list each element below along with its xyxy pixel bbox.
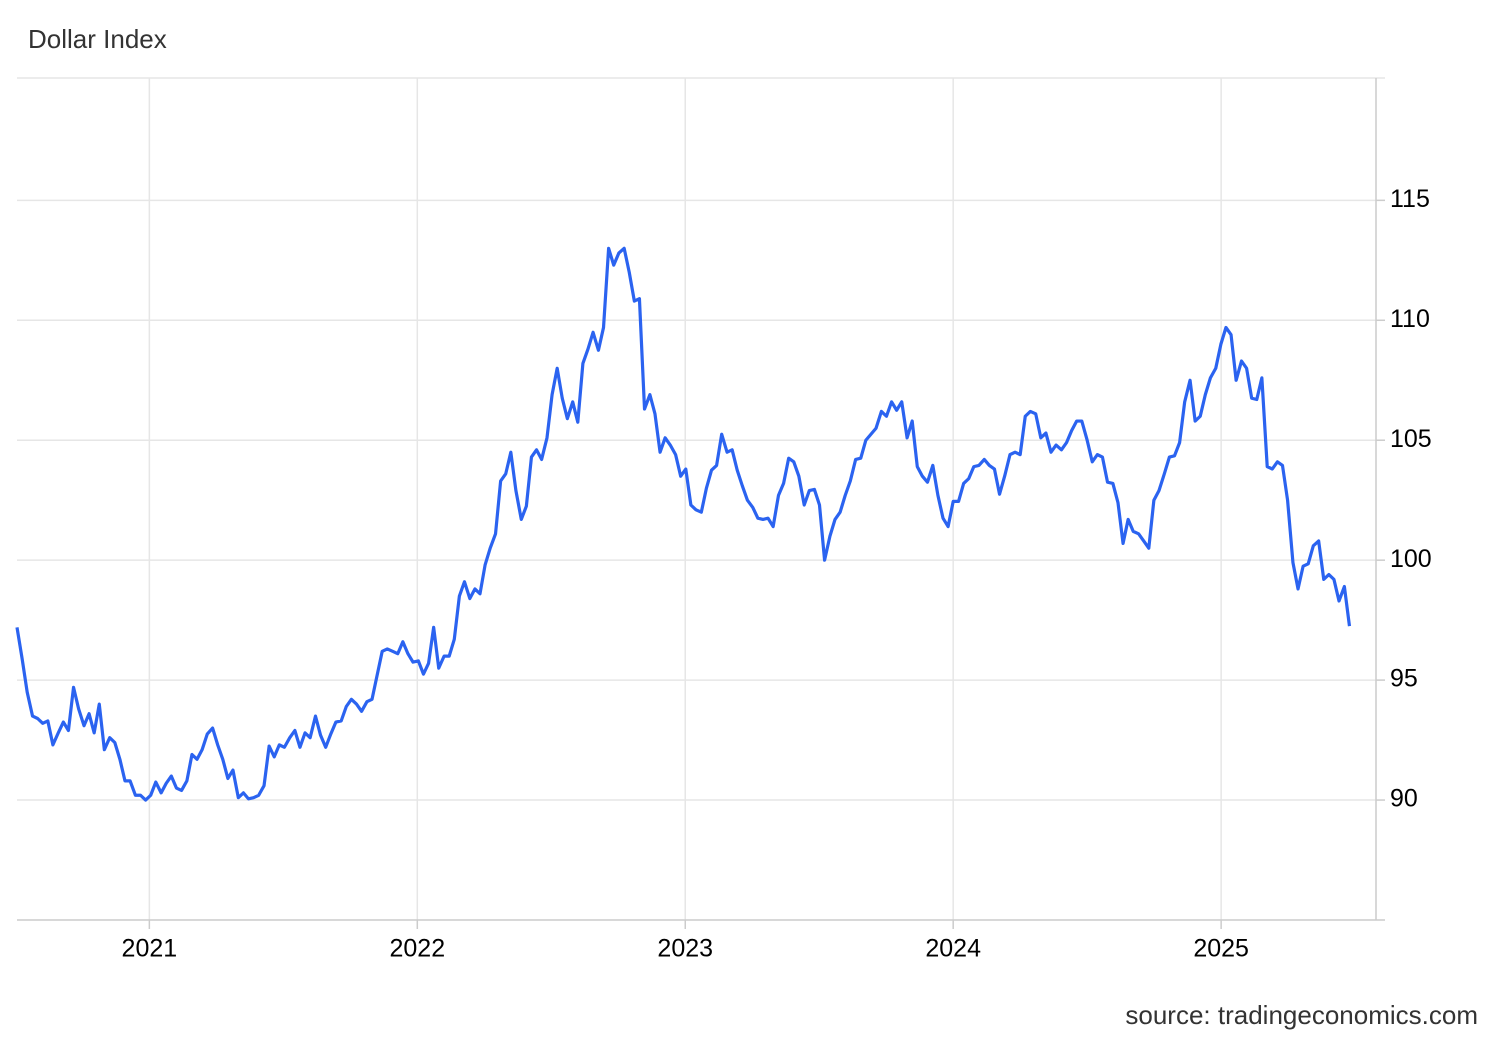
x-tick-label: 2024 bbox=[925, 935, 981, 963]
x-tick-label: 2021 bbox=[122, 935, 178, 963]
source: source: tradingeconomics.com bbox=[1125, 1000, 1478, 1030]
data-line bbox=[15, 246, 1352, 802]
y-tick-label: 90 bbox=[1390, 785, 1418, 813]
x-tick-label: 2023 bbox=[657, 935, 713, 963]
grid bbox=[17, 78, 1376, 920]
x-tick-label: 2022 bbox=[389, 935, 445, 963]
y-tick-label: 95 bbox=[1390, 665, 1418, 693]
chart-title: Dollar Index bbox=[28, 24, 167, 54]
y-tick-label: 110 bbox=[1390, 305, 1430, 333]
x-tick-label: 2025 bbox=[1193, 935, 1249, 963]
y-tick-label: 115 bbox=[1390, 185, 1430, 213]
y-tick-label: 105 bbox=[1390, 425, 1432, 453]
y-tick-label: 100 bbox=[1390, 545, 1432, 573]
